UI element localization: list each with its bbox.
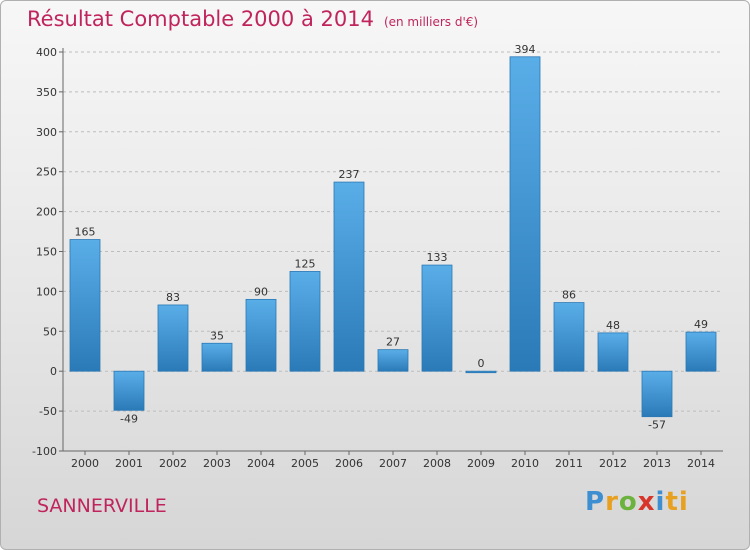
chart-subtitle: (en milliers d'€) — [383, 15, 479, 29]
proxiti-logo: Proxiti — [585, 487, 689, 517]
x-tick-label: 2006 — [335, 457, 363, 470]
data-label: -49 — [120, 412, 138, 425]
logo-letter: i — [655, 487, 666, 517]
bar — [421, 264, 453, 372]
bar — [333, 181, 365, 372]
data-label: 133 — [427, 251, 448, 264]
logo-letter: P — [585, 487, 606, 517]
data-label: -57 — [648, 419, 666, 432]
data-label: 83 — [166, 291, 180, 304]
y-tick-label: 0 — [50, 365, 57, 378]
x-tick-label: 2012 — [599, 457, 627, 470]
data-label: 90 — [254, 285, 268, 298]
bar — [245, 298, 277, 372]
y-tick-label: 400 — [36, 46, 57, 59]
x-tick-label: 2005 — [291, 457, 319, 470]
data-label: 394 — [515, 43, 536, 56]
x-tick-label: 2001 — [115, 457, 143, 470]
x-tick-label: 2000 — [71, 457, 99, 470]
data-label: 27 — [386, 336, 400, 349]
bar — [465, 370, 497, 374]
chart-title: Résultat Comptable 2000 à 2014 — [27, 7, 374, 31]
logo-letter: ti — [665, 487, 689, 517]
chart-title-block: Résultat Comptable 2000 à 2014 (en millie… — [27, 7, 478, 31]
x-tick-label: 2014 — [687, 457, 715, 470]
data-label: 86 — [562, 289, 576, 302]
x-tick-label: 2009 — [467, 457, 495, 470]
bar — [553, 302, 585, 372]
x-tick-label: 2003 — [203, 457, 231, 470]
data-label: 0 — [478, 357, 485, 370]
bar — [69, 239, 101, 372]
bar — [597, 332, 629, 372]
data-label: 49 — [694, 318, 708, 331]
x-tick-label: 2010 — [511, 457, 539, 470]
bar — [113, 370, 145, 411]
x-tick-label: 2008 — [423, 457, 451, 470]
bar — [641, 370, 673, 418]
x-tick-label: 2013 — [643, 457, 671, 470]
bar — [289, 271, 321, 372]
y-tick-label: 200 — [36, 206, 57, 219]
bar — [157, 304, 189, 372]
data-label: 237 — [339, 168, 360, 181]
bar — [509, 56, 541, 372]
logo-letter: r — [605, 487, 619, 517]
y-tick-label: -100 — [32, 445, 57, 458]
y-tick-label: 100 — [36, 285, 57, 298]
x-tick-label: 2011 — [555, 457, 583, 470]
data-label: 165 — [75, 226, 96, 239]
city-name: SANNERVILLE — [37, 495, 167, 517]
y-tick-label: 50 — [43, 325, 57, 338]
y-tick-label: 250 — [36, 166, 57, 179]
y-tick-label: 350 — [36, 86, 57, 99]
logo-letter: x — [637, 487, 656, 517]
bar — [201, 342, 233, 372]
bar — [685, 331, 717, 372]
data-label: 48 — [606, 319, 620, 332]
x-tick-label: 2007 — [379, 457, 407, 470]
x-tick-label: 2004 — [247, 457, 275, 470]
data-label: 125 — [295, 257, 316, 270]
logo-letter: o — [618, 487, 638, 517]
data-label: 35 — [210, 329, 224, 342]
x-tick-label: 2002 — [159, 457, 187, 470]
y-tick-label: 300 — [36, 126, 57, 139]
y-tick-label: 150 — [36, 246, 57, 259]
y-tick-label: -50 — [39, 405, 57, 418]
bar — [377, 349, 409, 372]
